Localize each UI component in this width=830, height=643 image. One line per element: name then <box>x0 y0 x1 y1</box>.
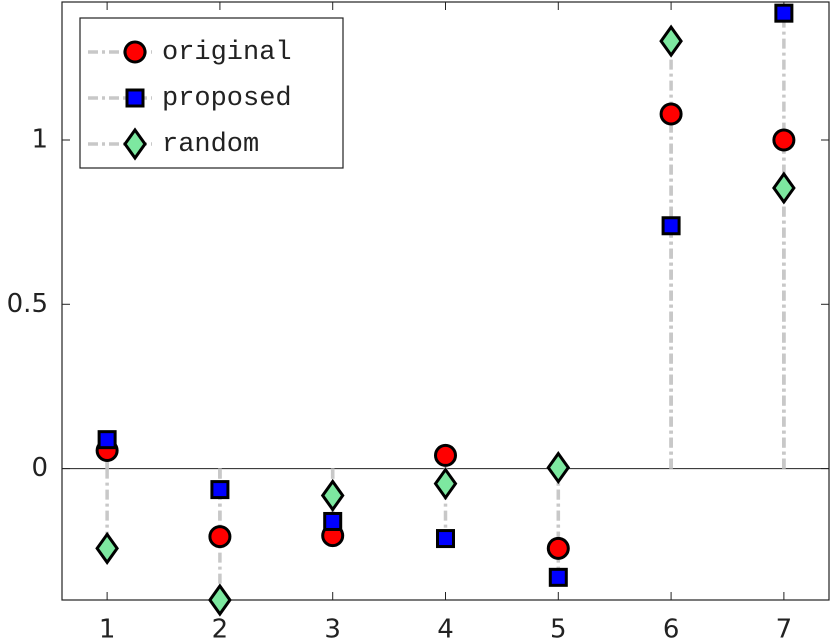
marker <box>772 128 796 152</box>
marker <box>210 480 230 500</box>
y-tick-label: 0.5 <box>7 289 48 319</box>
y-tick-label: 1 <box>31 125 48 155</box>
marker <box>434 443 457 467</box>
x-tick-label: 5 <box>550 615 567 643</box>
x-tick-label: 4 <box>437 615 454 643</box>
marker <box>436 529 455 549</box>
legend: original proposed random <box>79 17 344 169</box>
marker <box>659 102 683 126</box>
marker <box>546 536 570 560</box>
x-tick-label: 3 <box>324 615 341 643</box>
marker <box>774 3 794 23</box>
x-tick-label: 2 <box>212 615 229 643</box>
x-tick-label: 7 <box>776 615 793 643</box>
marker <box>208 525 232 549</box>
marker <box>323 511 343 531</box>
legend-marker <box>123 127 147 161</box>
marker <box>433 467 458 501</box>
marker <box>772 171 796 205</box>
legend-label: original <box>162 38 292 68</box>
x-tick-label: 1 <box>99 615 116 643</box>
marker <box>661 216 681 236</box>
marker <box>97 430 117 450</box>
marker <box>208 583 232 617</box>
y-tick-label: 0 <box>31 453 48 483</box>
marker <box>659 24 683 58</box>
legend-label: proposed <box>162 84 292 114</box>
marker <box>320 478 345 513</box>
marker <box>548 567 568 587</box>
x-tick-label: 6 <box>663 615 680 643</box>
legend-label: random <box>162 130 259 160</box>
marker <box>546 451 571 485</box>
legend-marker <box>123 40 147 64</box>
legend-marker <box>125 88 145 108</box>
marker <box>95 531 119 565</box>
